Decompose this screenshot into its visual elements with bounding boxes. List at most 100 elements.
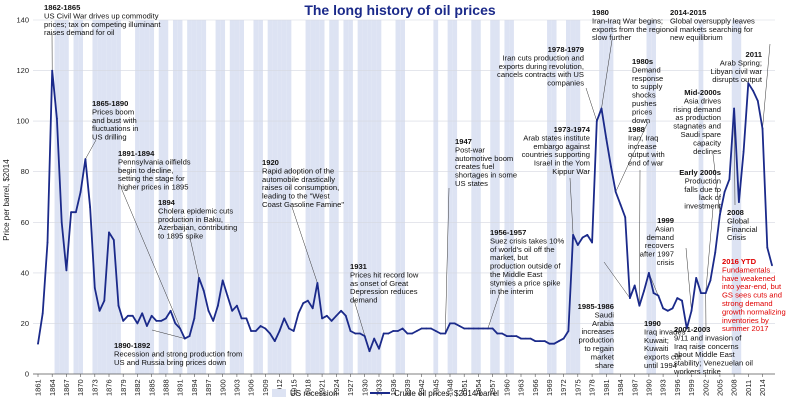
recession-band [272, 20, 278, 374]
annotation-line: shortages in some [455, 171, 517, 180]
x-tick-label: 1912 [275, 379, 284, 396]
price-point [600, 107, 603, 110]
annotation-heading: Mid-2000s [684, 88, 721, 97]
annotation-heading: 1978-1979 [548, 45, 584, 54]
annotation-line: share [595, 361, 614, 370]
price-point [65, 269, 68, 272]
y-tick-label: 20 [21, 319, 29, 328]
annotation-line: increases [582, 327, 615, 336]
price-point [643, 289, 645, 292]
legend: US recession Crude oil prices, $2014/bar… [272, 389, 499, 398]
recession-band [698, 20, 704, 374]
price-point [93, 287, 96, 289]
price-point [122, 320, 125, 322]
price-point [671, 307, 674, 310]
annotation-heading: 1985-1986 [578, 302, 614, 311]
price-point [250, 330, 253, 332]
price-point [439, 332, 442, 335]
annotation-line: higher prices in 1895 [118, 183, 189, 192]
price-point [41, 312, 44, 315]
annotation-line: companies [547, 79, 584, 88]
recession-band [158, 20, 164, 374]
annotation-line: of world's oil off the [490, 245, 555, 254]
price-point [728, 178, 731, 181]
x-tick-label: 2005 [716, 379, 725, 396]
leader-line [151, 329, 185, 339]
annotation-line: Demand [632, 65, 661, 74]
price-point [316, 282, 319, 284]
x-tick-label: 1936 [389, 379, 398, 396]
price-point [56, 117, 58, 120]
annotation-heading: 2001-2003 [674, 325, 710, 334]
price-point [169, 309, 172, 312]
price-point [117, 304, 120, 307]
annotation-line: stagnates and [673, 122, 721, 131]
annotation-line: shocks [632, 91, 656, 100]
annotation-line: production in Baku, [158, 215, 223, 224]
price-point [127, 314, 129, 317]
price-point [330, 320, 333, 322]
y-tick-label: 60 [21, 218, 29, 227]
price-point [79, 191, 82, 193]
x-tick-label: 1963 [517, 379, 526, 396]
annotation-line: Arabia [592, 319, 615, 328]
annotation-line: about Middle East [674, 350, 736, 359]
recession-band [551, 20, 557, 374]
x-tick-label: 1993 [659, 379, 668, 396]
price-point [558, 340, 560, 342]
price-point [387, 332, 390, 335]
y-tick-label: 140 [16, 16, 29, 25]
price-point [700, 292, 702, 294]
annotation-line: Depression reduces [350, 287, 418, 296]
annotation-line: increase [628, 142, 657, 151]
leader-line [705, 207, 714, 294]
leader-line [601, 39, 613, 109]
x-tick-label: 1987 [630, 379, 639, 396]
annotation-line: Financial [727, 225, 758, 234]
recession-band [333, 20, 339, 374]
price-point [382, 332, 385, 335]
price-point [311, 307, 314, 310]
recession-band [504, 20, 510, 374]
annotation-line: Iran, Iraq [628, 133, 658, 142]
price-point [136, 322, 139, 325]
annotation-line: Suez crisis takes 10% [490, 236, 565, 245]
annotation-line: strong demand [722, 299, 773, 308]
annotation-line: Saudi [595, 310, 615, 319]
x-tick-label: 1864 [48, 379, 57, 396]
price-point [524, 337, 527, 340]
annotation-line: after 1997 [640, 250, 674, 259]
price-point [529, 337, 532, 340]
price-point [505, 335, 508, 337]
price-series [37, 69, 773, 353]
x-tick-label: 1939 [403, 379, 412, 396]
price-point [155, 320, 158, 322]
legend-swatch-recession [272, 389, 286, 397]
annotation-line: end of war [628, 159, 664, 168]
leader-line [712, 153, 721, 215]
x-tick-label: 2008 [730, 379, 739, 396]
price-point [676, 297, 679, 299]
annotation-line: production [579, 336, 614, 345]
x-tick-label: 2014 [758, 379, 767, 396]
price-point [487, 327, 489, 330]
annotation-line: Pennsylvania oilfields [118, 157, 191, 166]
recession-band [234, 20, 240, 374]
price-point [392, 330, 395, 332]
x-tick-label: 1942 [417, 379, 426, 396]
price-point [302, 302, 305, 305]
annotation-line: Rapid adoption of the [262, 166, 334, 175]
x-tick-label: 1903 [233, 379, 242, 396]
annotation-line: to regain [584, 344, 614, 353]
annotation-line: US and Russia bring prices down [114, 358, 226, 367]
recession-band [348, 20, 353, 374]
annotation-heading: 1980 [592, 8, 609, 17]
